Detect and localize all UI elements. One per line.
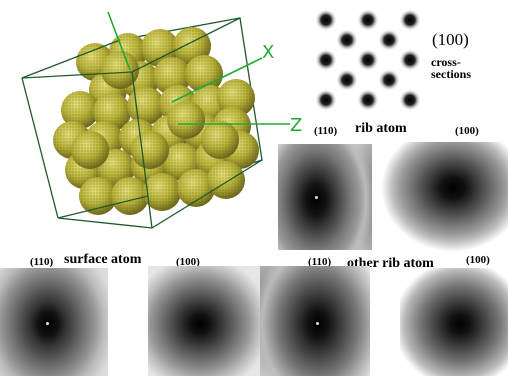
surface-atom-left-index: (110) — [30, 256, 54, 268]
other-rib-atom-110-center-dot — [316, 322, 319, 325]
axis-z-label: Z — [290, 115, 303, 136]
surface-atom-110-center-dot — [46, 322, 49, 325]
atom-sphere-texture — [61, 91, 99, 129]
rib-atom-100-map — [378, 142, 508, 252]
cross-section-caption: cross- sections — [431, 56, 471, 80]
rib-atom-110-center-dot — [315, 196, 318, 199]
rib-atom-left-index: (110) — [314, 125, 338, 137]
atom-sphere-texture — [101, 51, 139, 89]
cube-front-edges — [21, 17, 263, 229]
other-rib-atom-110-map — [260, 266, 370, 376]
crystal-cluster-figure: X Z — [0, 0, 303, 240]
atom-sphere-texture — [217, 79, 255, 117]
rib-atom-110-map — [278, 144, 372, 250]
lattice-dot — [378, 69, 400, 91]
atom-sphere-texture — [167, 101, 205, 139]
atom-sphere-texture — [177, 169, 215, 207]
lattice-dot — [357, 9, 379, 31]
atom-sphere-texture — [111, 177, 149, 215]
atom-spheres — [53, 27, 259, 215]
lattice-dot — [399, 49, 421, 71]
lattice-dot — [336, 29, 358, 51]
surface-atom-110-map — [0, 268, 108, 376]
other-rib-atom-right-index: (100) — [466, 254, 490, 266]
lattice-dot — [378, 29, 400, 51]
rib-atom-right-index: (100) — [455, 125, 479, 137]
rib-atom-title: rib atom — [355, 121, 407, 136]
lattice-dot — [399, 89, 421, 111]
atom-sphere-texture — [143, 173, 181, 211]
cross-section-word2: sections — [431, 67, 471, 81]
surface-atom-100-map — [148, 266, 260, 376]
lattice-dot — [315, 49, 337, 71]
atom-sphere-texture — [201, 121, 239, 159]
lattice-svg — [315, 9, 421, 111]
lattice-dot — [399, 9, 421, 31]
lattice-dot — [315, 9, 337, 31]
lattice-dot — [357, 49, 379, 71]
lattice-dot — [336, 69, 358, 91]
surface-atom-right-index: (100) — [176, 256, 200, 268]
lattice-dots — [315, 9, 421, 111]
surface-atom-title: surface atom — [64, 252, 142, 267]
atom-sphere-texture — [71, 131, 109, 169]
cross-section-word1: cross- — [431, 55, 461, 69]
lattice-cross-section — [312, 9, 424, 111]
cross-section-index: (100) — [432, 30, 469, 49]
axis-x-label: X — [262, 42, 275, 63]
other-rib-atom-100-map — [400, 268, 508, 376]
atom-sphere-texture — [127, 87, 165, 125]
lattice-dot — [357, 89, 379, 111]
atom-sphere-texture — [185, 55, 223, 93]
other-rib-atom-left-index: (110) — [308, 256, 332, 268]
crystal-cluster-svg — [21, 11, 290, 229]
lattice-dot — [315, 89, 337, 111]
atom-sphere-texture — [131, 131, 169, 169]
atom-sphere-texture — [207, 161, 245, 199]
axis-lines — [107, 11, 290, 125]
